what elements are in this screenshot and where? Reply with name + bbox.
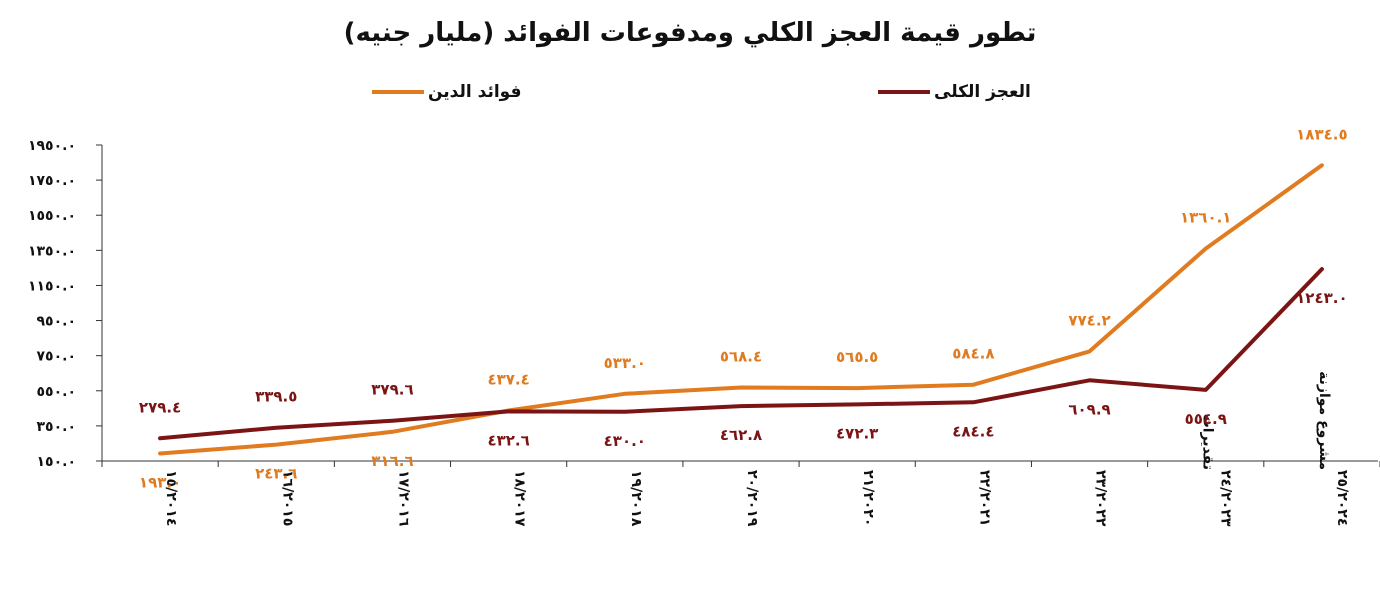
legend-label-debt-interest: فوائد الدين	[428, 82, 522, 102]
y-tick-label: ٣٥٠.٠	[37, 419, 77, 435]
data-label-debt-interest: ٥٣٣.٠	[604, 354, 646, 372]
data-label-debt-interest: ٥٦٨.٤	[720, 348, 762, 366]
y-tick-label: ١٧٥٠.٠	[28, 173, 76, 189]
legend-item-deficit: العجز الكلى	[878, 80, 1031, 104]
data-label-deficit: ١٢٤٣.٠	[1296, 289, 1347, 307]
data-label-deficit: ٣٧٩.٦	[371, 381, 413, 399]
data-label-deficit: ٤٦٢.٨	[720, 426, 762, 444]
y-tick-label: ٩٥٠.٠	[37, 314, 77, 330]
data-label-debt-interest: ٥٨٤.٨	[952, 345, 994, 363]
data-label-debt-interest: ١٣٦٠.١	[1180, 209, 1231, 227]
legend-item-debt-interest: فوائد الدين	[372, 80, 521, 104]
data-label-debt-interest: ١٩٣.٠	[139, 473, 181, 491]
data-label-debt-interest: ٢٤٣.٦	[255, 465, 297, 483]
data-label-deficit: ٢٧٩.٤	[139, 398, 181, 416]
data-label-deficit: ٤٧٢.٣	[836, 424, 878, 442]
data-label-debt-interest: ٥٦٥.٥	[836, 348, 878, 366]
legend-label-deficit: العجز الكلى	[934, 82, 1031, 102]
y-tick-label: ٧٥٠.٠	[37, 349, 77, 365]
x-tick-label: ٢٣/٢٠٢٢	[1093, 470, 1109, 527]
x-tick-label: ٢٥/٢٠٢٤	[1334, 470, 1350, 526]
series-line-debt-interest	[158, 163, 1324, 456]
x-tick-label: ٢٤/٢٠٢٣	[1218, 470, 1234, 527]
data-label-debt-interest: ٤٣٧.٤	[487, 371, 529, 389]
data-label-deficit: ٥٥٤.٩	[1185, 410, 1227, 428]
x-tick-label: ١٥/٢٠١٤	[163, 470, 179, 526]
x-tick-label: ١٧/٢٠١٦	[395, 470, 411, 527]
data-label-debt-interest: ٧٧٤.٢	[1068, 311, 1110, 329]
legend-swatch-deficit	[878, 90, 930, 94]
legend-swatch-debt-interest	[372, 90, 424, 94]
x-tick-label: ١٩/٢٠١٨	[628, 470, 644, 527]
y-tick-label: ١٥٥٠.٠	[28, 208, 76, 224]
chart-title: تطور قيمة العجز الكلي ومدفوعات الفوائد (…	[343, 18, 1037, 48]
data-label-deficit: ٤٣٢.٦	[487, 431, 529, 449]
y-tick-label: ١١٥٠.٠	[28, 278, 76, 294]
y-tick-label: ١٥٠.٠	[37, 454, 77, 470]
x-tick-label-note: مشروع موازنة	[1316, 371, 1332, 470]
x-tick-label: ١٦/٢٠١٥	[279, 470, 295, 526]
data-label-deficit: ٦٠٩.٩	[1068, 400, 1110, 418]
y-tick-label: ٥٥٠.٠	[37, 384, 77, 400]
x-tick-label: ١٨/٢٠١٧	[512, 470, 528, 527]
x-tick-label-note: تقديرات	[1200, 414, 1216, 470]
data-label-debt-interest: ١٨٣٤.٥	[1296, 125, 1347, 143]
y-tick-label: ١٩٥٠.٠	[28, 138, 76, 154]
data-label-deficit: ٤٣٠.٠	[604, 432, 646, 450]
x-tick-label: ٢٢/٢٠٢١	[976, 470, 992, 526]
data-label-deficit: ٣٣٩.٥	[255, 388, 297, 406]
x-tick-label: ٢٠/٢٠١٩	[744, 470, 760, 527]
y-tick-label: ١٣٥٠.٠	[28, 243, 76, 259]
x-tick-label: ٢١/٢٠٢٠	[860, 470, 876, 526]
data-label-deficit: ٤٨٤.٤	[952, 422, 994, 440]
data-label-debt-interest: ٣١٦.٦	[371, 452, 413, 470]
series-line-deficit	[158, 267, 1324, 441]
